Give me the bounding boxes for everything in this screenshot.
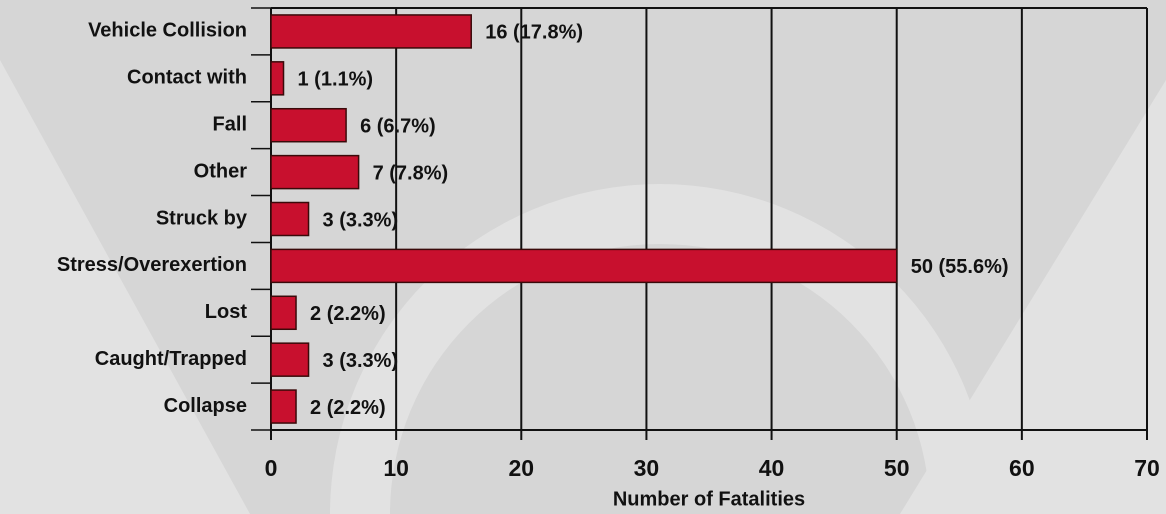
y-tick-label: Vehicle Collision (88, 20, 247, 42)
y-tick-label: Lost (205, 301, 248, 323)
value-label: 2 (2.2%) (310, 303, 386, 325)
value-label: 2 (2.2%) (310, 397, 386, 419)
bar (270, 248, 898, 284)
bar (270, 342, 310, 377)
bar (270, 61, 285, 96)
bar (270, 295, 297, 331)
x-axis-title: Number of Fatalities (613, 488, 805, 510)
x-tick-label: 0 (265, 455, 278, 481)
y-tick-label: Fall (213, 114, 247, 136)
x-tick-label: 30 (634, 455, 660, 481)
value-label: 1 (1.1%) (298, 69, 374, 91)
bar (270, 154, 360, 190)
y-tick-label: Struck by (156, 207, 248, 229)
value-label: 50 (55.6%) (911, 256, 1009, 278)
y-tick-label: Stress/Overexertion (57, 254, 247, 276)
y-tick-label: Other (194, 160, 248, 182)
x-tick-label: 50 (884, 455, 910, 481)
x-tick-label: 40 (759, 455, 785, 481)
y-tick-label: Caught/Trapped (95, 348, 247, 370)
bar (270, 14, 472, 49)
watermark (0, 60, 250, 514)
value-label: 3 (3.3%) (323, 209, 399, 231)
x-tick-label: 20 (508, 455, 534, 481)
value-label: 16 (17.8%) (485, 22, 583, 44)
y-tick-label: Collapse (164, 395, 247, 417)
x-tick-label: 70 (1134, 455, 1160, 481)
value-label: 6 (6.7%) (360, 116, 436, 138)
x-tick-label: 60 (1009, 455, 1035, 481)
y-tick-label: Contact with (127, 67, 247, 89)
bar (270, 201, 310, 237)
value-label: 7 (7.8%) (373, 162, 449, 184)
bar (270, 389, 297, 424)
value-label: 3 (3.3%) (323, 350, 399, 372)
x-tick-label: 10 (383, 455, 409, 481)
bar (270, 107, 347, 143)
